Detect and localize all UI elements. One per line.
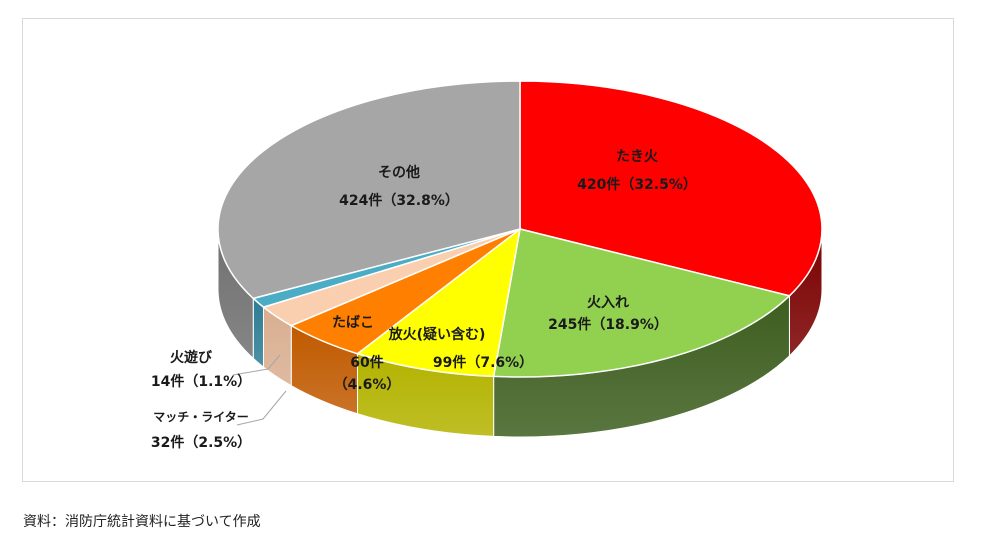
pie-tops bbox=[217, 80, 823, 378]
label-value-たばこ-2: （4.6%） bbox=[334, 377, 401, 393]
label-name-火入れ: 火入れ bbox=[587, 295, 629, 311]
label-name-たばこ: たばこ bbox=[332, 315, 374, 331]
pie-slice-その他 bbox=[217, 80, 521, 300]
leader-line-マッチライター bbox=[236, 390, 287, 426]
label-value-マッチライター: 32件（2.5%） bbox=[151, 434, 251, 451]
pie-slice-火入れ bbox=[492, 228, 791, 378]
label-name-放火疑い含む: 放火(疑い含む) bbox=[388, 326, 486, 343]
pie-slice-たき火 bbox=[519, 80, 823, 297]
leader-line-火遊び bbox=[232, 354, 281, 376]
label-value-火入れ: 245件（18.9%） bbox=[548, 316, 668, 333]
label-value-たき火: 420件（32.5%） bbox=[577, 176, 697, 193]
pie-chart: たき火 420件（32.5%） 火入れ 245件（18.9%） 放火(疑い含む) 99件（… bbox=[151, 80, 823, 451]
label-name-たき火: たき火 bbox=[616, 149, 659, 165]
label-value-火遊び: 14件（1.1%） bbox=[151, 373, 251, 390]
label-name-マッチライター: マッチ・ライター bbox=[153, 410, 249, 424]
label-value-その他: 424件（32.8%） bbox=[339, 192, 459, 209]
label-value-たばこ-1: 60件 bbox=[350, 354, 383, 371]
label-name-火遊び: 火遊び bbox=[170, 349, 213, 366]
pie-slice-放火疑い含む bbox=[355, 227, 522, 378]
source-note: 資料：消防庁統計資料に基づいて作成 bbox=[23, 514, 261, 530]
pie-side-火遊び bbox=[252, 297, 264, 369]
leader-lines bbox=[232, 354, 287, 426]
label-name-その他: その他 bbox=[378, 164, 420, 181]
slice-labels: たき火 420件（32.5%） 火入れ 245件（18.9%） 放火(疑い含む) 99件（… bbox=[151, 149, 697, 451]
chart-frame: たき火 420件（32.5%） 火入れ 245件（18.9%） 放火(疑い含む) 99件（… bbox=[22, 18, 954, 482]
label-value-放火疑い含む: 99件（7.6%） bbox=[433, 354, 533, 371]
